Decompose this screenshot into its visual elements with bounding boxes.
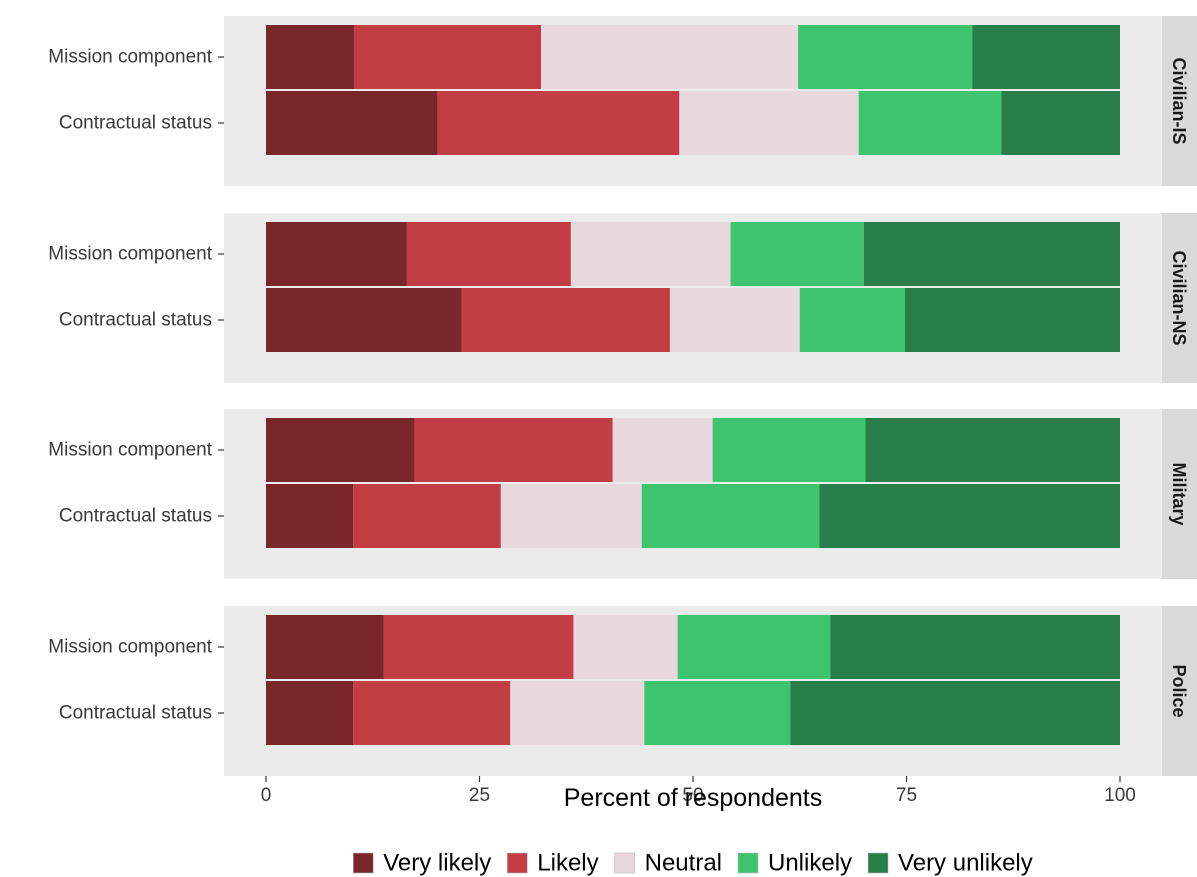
- panel-strip: [1162, 409, 1197, 579]
- x-tick-label: 0: [261, 785, 272, 806]
- bar-segment-very-likely: [266, 288, 462, 352]
- panel-1: Civilian-NS Mission component Contractual …: [48, 213, 1197, 383]
- bar-segment-neutral: [679, 91, 859, 155]
- bar-segment-neutral: [612, 418, 713, 482]
- bar-segment-unlikely: [641, 484, 820, 548]
- bar-segment-very-unlikely: [904, 288, 1120, 352]
- bar-segment-likely: [353, 484, 501, 548]
- bar-segment-very-likely: [266, 484, 354, 548]
- bar-segment-unlikely: [799, 288, 905, 352]
- legend-swatch: [867, 852, 889, 874]
- bar-segment-likely: [383, 615, 574, 679]
- bar-segment-likely: [414, 418, 613, 482]
- x-axis: 0 25 50 75 100: [261, 776, 1136, 806]
- bar-segment-very-unlikely: [863, 222, 1120, 286]
- bar-segment-likely: [406, 222, 571, 286]
- bar-segment-neutral: [540, 25, 799, 89]
- y-tick-label: Mission component: [48, 244, 212, 265]
- panel-3: Police Mission component Contractual statu…: [48, 606, 1197, 776]
- panel-strip-label: Civilian-IS: [1169, 57, 1189, 144]
- x-axis-label: Percent of respondents: [564, 784, 823, 812]
- bar-segment-neutral: [573, 615, 678, 679]
- legend-label: Very likely: [383, 850, 491, 877]
- panel-strip-label: Police: [1169, 664, 1189, 717]
- legend-item: Very likely: [352, 850, 491, 877]
- legend-label: Likely: [537, 850, 598, 877]
- bar-segment-very-likely: [266, 615, 384, 679]
- panel-strip: [1162, 606, 1197, 776]
- panel-strip-label: Civilian-NS: [1169, 250, 1189, 345]
- legend-swatch: [352, 852, 374, 874]
- bar-segment-unlikely: [798, 25, 973, 89]
- x-tick-label: 100: [1104, 785, 1136, 806]
- legend-swatch: [506, 852, 528, 874]
- panel-0: Civilian-IS Mission component Contractual …: [48, 16, 1197, 186]
- bar-segment-likely: [461, 288, 670, 352]
- bar-segment-very-likely: [266, 25, 354, 89]
- bar-segment-very-likely: [266, 222, 407, 286]
- panel-strip: [1162, 16, 1197, 186]
- bar-segment-very-likely: [266, 418, 415, 482]
- legend-swatch: [737, 852, 759, 874]
- bar-segment-very-unlikely: [830, 615, 1120, 679]
- bar-segment-neutral: [669, 288, 800, 352]
- legend-swatch: [614, 852, 635, 874]
- panel-strip-label: Military: [1169, 462, 1189, 525]
- panel-strip: [1162, 213, 1197, 383]
- bar-segment-very-unlikely: [1001, 91, 1120, 155]
- legend-item: Unlikely: [737, 850, 852, 877]
- legend: Very likely Likely Neutral Unlikely Very unl…: [352, 850, 1033, 877]
- bar-segment-unlikely: [730, 222, 864, 286]
- legend-item: Very unlikely: [867, 850, 1033, 877]
- bar-segment-very-unlikely: [865, 418, 1120, 482]
- x-tick-label: 50: [682, 785, 703, 806]
- bar-segment-neutral: [500, 484, 642, 548]
- bar-segment-unlikely: [858, 91, 1002, 155]
- bar-segment-very-likely: [266, 91, 438, 155]
- y-tick-label: Mission component: [48, 47, 212, 68]
- bar-segment-very-unlikely: [972, 25, 1120, 89]
- y-tick-label: Contractual status: [59, 703, 212, 724]
- x-tick-label: 75: [896, 785, 917, 806]
- panel-2: Military Mission component Contractual sta…: [48, 409, 1197, 579]
- x-tick-label: 25: [469, 785, 490, 806]
- bar-segment-likely: [437, 91, 680, 155]
- bar-segment-unlikely: [677, 615, 831, 679]
- bar-segment-neutral: [570, 222, 731, 286]
- bar-segment-likely: [353, 25, 541, 89]
- bar-segment-neutral: [510, 681, 645, 745]
- legend-label: Very unlikely: [898, 850, 1033, 877]
- legend-label: Unlikely: [768, 850, 852, 877]
- bar-segment-very-unlikely: [819, 484, 1120, 548]
- panels-layer: Civilian-IS Mission component Contractual …: [48, 16, 1197, 776]
- y-tick-label: Contractual status: [59, 310, 212, 331]
- bar-segment-unlikely: [712, 418, 866, 482]
- y-tick-label: Mission component: [48, 440, 212, 461]
- legend-item: Neutral: [614, 850, 722, 877]
- bar-segment-very-unlikely: [790, 681, 1120, 745]
- y-tick-label: Contractual status: [59, 113, 212, 134]
- bar-segment-unlikely: [644, 681, 791, 745]
- y-tick-label: Mission component: [48, 637, 212, 658]
- bar-segment-likely: [353, 681, 511, 745]
- legend-label: Neutral: [645, 850, 722, 877]
- y-tick-label: Contractual status: [59, 506, 212, 527]
- legend-item: Likely: [506, 850, 599, 877]
- bar-segment-very-likely: [266, 681, 354, 745]
